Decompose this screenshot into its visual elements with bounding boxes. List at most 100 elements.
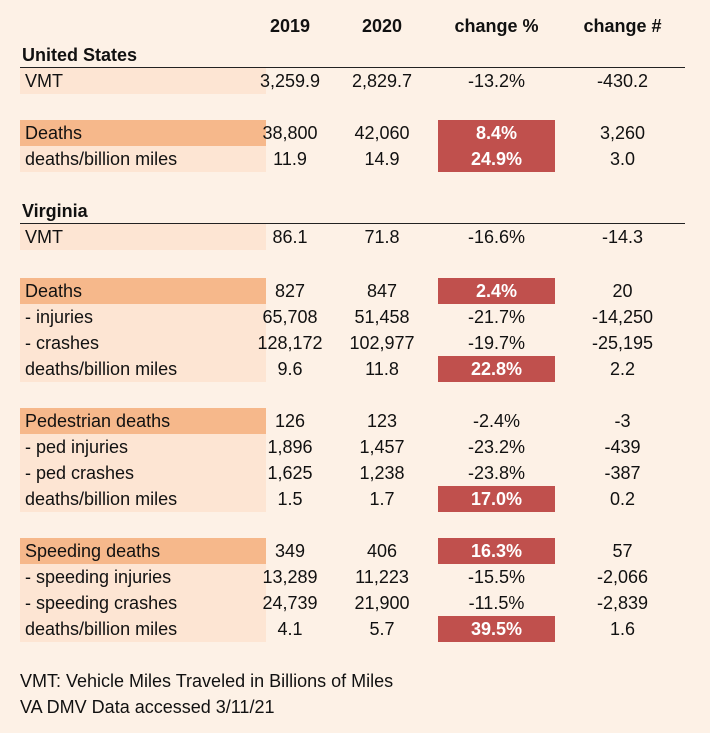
value-change-pct: -16.6% <box>467 227 526 247</box>
value-change-pct-highlight: 2.4% <box>438 278 555 304</box>
value-change-pct-highlight: 22.8% <box>438 356 555 382</box>
value-change-pct-highlight: 17.0% <box>438 486 555 512</box>
row-label: - ped crashes <box>20 460 266 486</box>
value-change-num: 3,260 <box>599 123 646 143</box>
value-change-pct: -21.7% <box>467 307 526 327</box>
value-change-num: -439 <box>604 437 641 457</box>
value-change-num: 57 <box>612 541 633 561</box>
value-change-num: -3 <box>614 411 631 431</box>
table-row: - ped injuries 1,896 1,457 -23.2% -439 <box>0 434 710 460</box>
section-title: Virginia <box>22 201 88 221</box>
table-row: deaths/billion miles 9.6 11.8 22.8% 2.2 <box>0 356 710 382</box>
value-2020: 11,223 <box>355 567 409 587</box>
value-2020: 71.8 <box>364 227 400 247</box>
vmt-footnote: VMT: Vehicle Miles Traveled in Billions … <box>20 671 394 691</box>
section-title: United States <box>22 45 138 65</box>
table-row: - speeding crashes 24,739 21,900 -11.5% … <box>0 590 710 616</box>
col-header-change-num: change # <box>583 16 662 36</box>
value-2020: 42,060 <box>354 123 410 143</box>
value-change-num: -25,195 <box>591 333 654 353</box>
value-change-num: -2,839 <box>596 593 649 613</box>
value-change-pct: -13.2% <box>467 71 526 91</box>
value-2020: 51,458 <box>354 307 410 327</box>
value-2019: 13,289 <box>262 567 318 587</box>
value-change-pct-highlight: 16.3% <box>438 538 555 564</box>
value-2019: 827 <box>274 281 306 301</box>
row-label: Deaths <box>20 120 266 146</box>
value-2019: 9.6 <box>277 359 303 379</box>
value-2019: 24,739 <box>262 593 318 613</box>
row-label: deaths/billion miles <box>20 146 266 172</box>
value-change-num: -430.2 <box>596 71 649 91</box>
value-2019: 11.9 <box>273 149 307 169</box>
header-row: 2019 2020 change % change # <box>0 13 710 39</box>
value-2019: 1,896 <box>267 437 313 457</box>
table-row: - speeding injuries 13,289 11,223 -15.5%… <box>0 564 710 590</box>
value-change-num: 20 <box>612 281 633 301</box>
table-row: Speeding deaths 349 406 16.3% 57 <box>0 538 710 564</box>
value-change-pct: -23.8% <box>467 463 526 483</box>
section-title-va: Virginia <box>0 198 710 224</box>
row-label: Pedestrian deaths <box>20 408 266 434</box>
table-row: Pedestrian deaths 126 123 -2.4% -3 <box>0 408 710 434</box>
value-change-num: 1.6 <box>609 619 636 639</box>
value-2020: 21,900 <box>354 593 410 613</box>
value-2019: 1,625 <box>267 463 313 483</box>
row-label: - speeding injuries <box>20 564 266 590</box>
value-2019: 38,800 <box>262 123 318 143</box>
value-change-num: -14.3 <box>601 227 644 247</box>
value-2020: 2,829.7 <box>351 71 413 91</box>
table-row: - injuries 65,708 51,458 -21.7% -14,250 <box>0 304 710 330</box>
table-row: Deaths 38,800 42,060 8.4% 3,260 <box>0 120 710 146</box>
row-label: VMT <box>20 68 266 94</box>
row-label: - ped injuries <box>20 434 266 460</box>
table-row: - ped crashes 1,625 1,238 -23.8% -387 <box>0 460 710 486</box>
section-title-us: United States <box>0 42 710 68</box>
value-change-pct: -2.4% <box>472 411 521 431</box>
row-label: deaths/billion miles <box>20 486 266 512</box>
value-change-num: -387 <box>604 463 641 483</box>
value-2019: 3,259.9 <box>259 71 321 91</box>
value-2019: 4.1 <box>277 619 303 639</box>
value-2020: 1,457 <box>359 437 405 457</box>
value-change-pct: -11.5% <box>468 593 525 613</box>
row-label: - speeding crashes <box>20 590 266 616</box>
value-2019: 86.1 <box>272 227 308 247</box>
value-change-num: 2.2 <box>609 359 636 379</box>
table-row: deaths/billion miles 1.5 1.7 17.0% 0.2 <box>0 486 710 512</box>
table-row: deaths/billion miles 4.1 5.7 39.5% 1.6 <box>0 616 710 642</box>
value-change-pct-highlight: 24.9% <box>438 146 555 172</box>
value-2020: 406 <box>366 541 398 561</box>
table-row: VMT 86.1 71.8 -16.6% -14.3 <box>0 224 710 250</box>
row-label: Speeding deaths <box>20 538 266 564</box>
value-change-pct-highlight: 8.4% <box>438 120 555 146</box>
value-change-pct: -19.7% <box>467 333 526 353</box>
value-change-pct-highlight: 39.5% <box>438 616 555 642</box>
value-2020: 1.7 <box>369 489 395 509</box>
value-2020: 123 <box>366 411 398 431</box>
row-label: - crashes <box>20 330 266 356</box>
section-divider <box>20 223 685 224</box>
value-change-num: -2,066 <box>596 567 649 587</box>
value-2019: 128,172 <box>257 333 323 353</box>
value-2020: 14.9 <box>364 149 400 169</box>
row-label: deaths/billion miles <box>20 356 266 382</box>
section-divider <box>20 67 685 68</box>
value-change-pct: -15.5% <box>467 567 526 587</box>
row-label: - injuries <box>20 304 266 330</box>
value-2020: 1,238 <box>359 463 405 483</box>
table-row: deaths/billion miles 11.9 14.9 24.9% 3.0 <box>0 146 710 172</box>
table-row: VMT 3,259.9 2,829.7 -13.2% -430.2 <box>0 68 710 94</box>
row-label: Deaths <box>20 278 266 304</box>
row-label: VMT <box>20 224 266 250</box>
value-change-pct: -23.2% <box>467 437 526 457</box>
value-2020: 102,977 <box>349 333 415 353</box>
col-header-2020: 2020 <box>361 16 403 36</box>
value-2020: 847 <box>366 281 398 301</box>
value-change-num: 3.0 <box>609 149 636 169</box>
value-2019: 65,708 <box>262 307 318 327</box>
source-footnote: VA DMV Data accessed 3/11/21 <box>20 697 275 717</box>
value-change-num: 0.2 <box>609 489 636 509</box>
value-2019: 1.5 <box>277 489 303 509</box>
